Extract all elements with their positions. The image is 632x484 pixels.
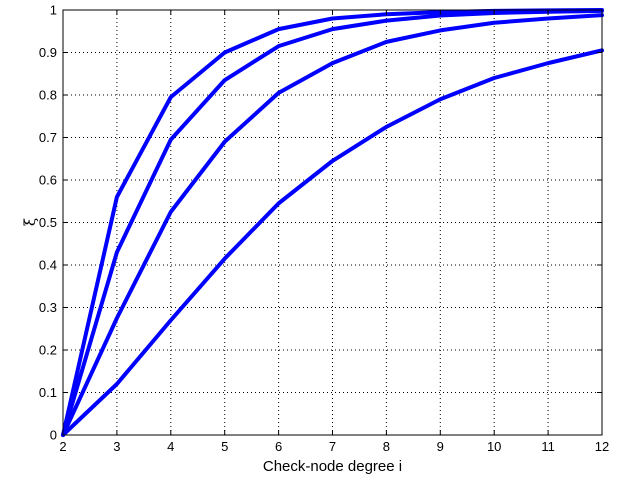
y-tick-label: 0.9 xyxy=(39,45,57,60)
y-tick-label: 0.5 xyxy=(39,215,57,230)
x-tick-label: 2 xyxy=(59,439,66,454)
x-tick-label: 4 xyxy=(167,439,174,454)
x-tick-label: 10 xyxy=(487,439,501,454)
x-tick-label: 9 xyxy=(437,439,444,454)
y-axis-label: ξ xyxy=(21,218,39,226)
y-tick-label: 0.7 xyxy=(39,130,57,145)
x-tick-label: 7 xyxy=(329,439,336,454)
x-tick-label: 6 xyxy=(275,439,282,454)
x-tick-label: 11 xyxy=(541,439,555,454)
x-tick-label: 12 xyxy=(595,439,609,454)
x-tick-label: 8 xyxy=(383,439,390,454)
x-tick-label: 3 xyxy=(113,439,120,454)
x-axis-label: Check-node degree i xyxy=(263,458,402,475)
x-tick-label: 5 xyxy=(221,439,228,454)
y-tick-label: 0.2 xyxy=(39,343,57,358)
y-tick-label: 0.4 xyxy=(39,258,57,273)
y-tick-label: 0.8 xyxy=(39,88,57,103)
y-tick-label: 0 xyxy=(50,428,57,443)
y-tick-label: 0.3 xyxy=(39,300,57,315)
y-tick-label: 0.1 xyxy=(39,385,57,400)
y-tick-label: 0.6 xyxy=(39,173,57,188)
y-tick-label: 1 xyxy=(50,3,57,18)
